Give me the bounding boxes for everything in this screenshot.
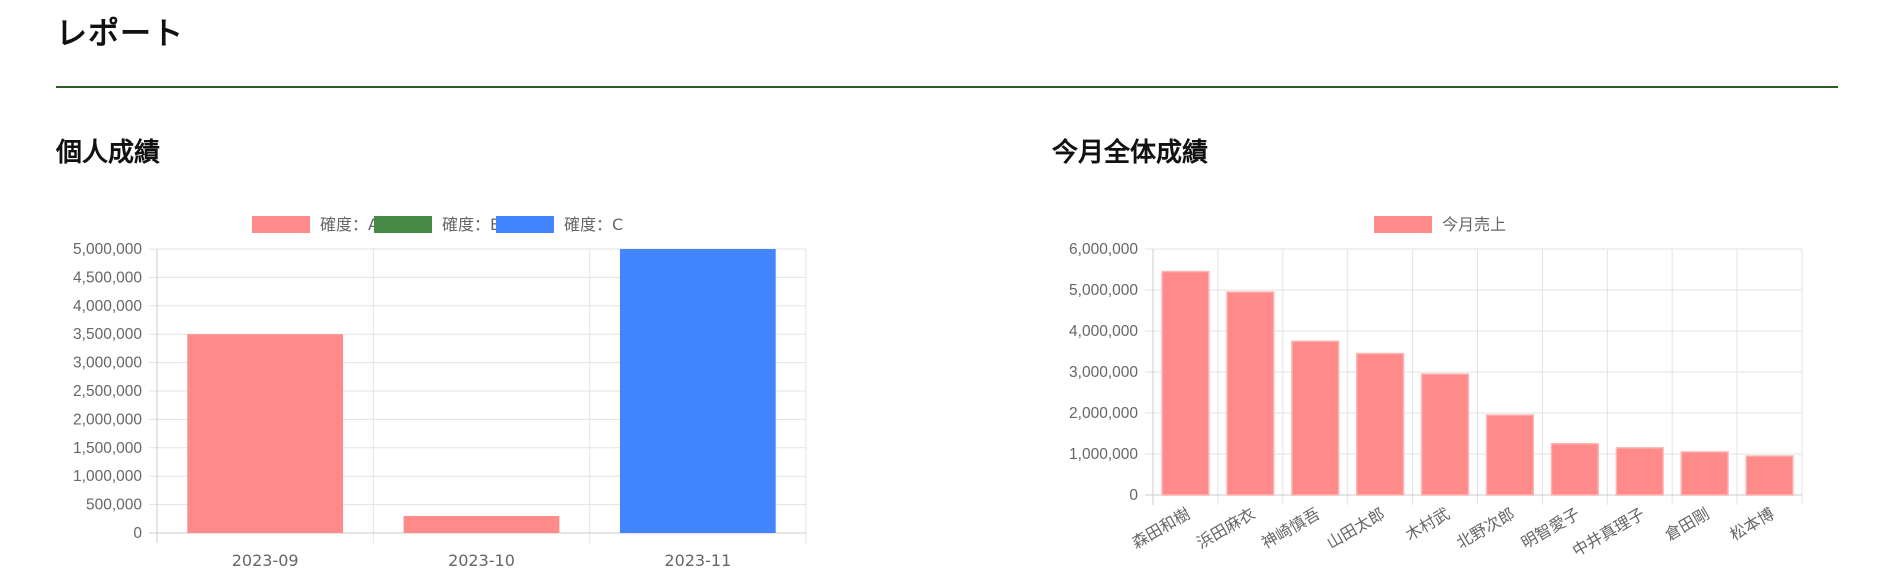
x-category-label: 木村武 (1402, 504, 1453, 544)
y-tick-label: 2,000,000 (1069, 405, 1138, 422)
y-tick-label: 4,500,000 (73, 269, 142, 286)
y-tick-label: 5,000,000 (1069, 282, 1138, 299)
x-category-label: 北野次郎 (1453, 504, 1518, 552)
x-category-label: 松本博 (1726, 504, 1777, 544)
bar (1680, 451, 1729, 496)
bar (1226, 291, 1275, 496)
y-tick-label: 4,000,000 (1069, 323, 1138, 340)
y-tick-label: 1,000,000 (73, 468, 142, 485)
x-category-label: 2023-09 (232, 551, 299, 570)
legend-label: 確度：A (320, 215, 379, 234)
x-category-label: 神崎慎吾 (1258, 504, 1323, 552)
legend-label: 今月売上 (1442, 215, 1506, 234)
y-tick-label: 0 (1129, 487, 1138, 504)
y-tick-label: 3,000,000 (73, 355, 142, 372)
legend-swatch (1374, 216, 1432, 233)
bar (403, 515, 560, 533)
legend-label: 確度：C (564, 215, 623, 234)
bar (187, 334, 344, 533)
bar (1161, 270, 1210, 496)
y-tick-label: 4,000,000 (73, 298, 142, 315)
bar (1550, 443, 1599, 496)
bar (1615, 447, 1664, 496)
x-category-label: 浜田麻衣 (1193, 504, 1258, 552)
x-category-label: 倉田剛 (1662, 504, 1713, 544)
bar (619, 249, 776, 533)
y-tick-label: 5,000,000 (73, 241, 142, 258)
y-tick-label: 0 (133, 525, 142, 542)
legend-swatch (374, 216, 432, 233)
y-tick-label: 2,000,000 (73, 411, 142, 428)
y-tick-label: 1,000,000 (1069, 446, 1138, 463)
personal-performance-chart: 0 500,000 1,000,000 1,500,000 2,000,000 2,500… (73, 215, 807, 570)
monthly-overall-chart: 0 1,000,000 2,000,000 3,000,000 4,000,000 5,0… (1069, 215, 1803, 560)
bar (1745, 455, 1794, 496)
legend-swatch (252, 216, 310, 233)
x-category-label: 山田太郎 (1323, 504, 1388, 552)
y-tick-label: 6,000,000 (1069, 241, 1138, 258)
x-category-label: 森田和樹 (1129, 504, 1194, 552)
y-tick-label: 3,000,000 (1069, 364, 1138, 381)
bar (1485, 414, 1535, 496)
y-tick-label: 500,000 (86, 497, 142, 514)
x-category-label: 中井真理子 (1569, 504, 1648, 560)
y-tick-label: 2,500,000 (73, 383, 142, 400)
x-category-label: 2023-10 (448, 551, 515, 570)
section-title-overall: 今月全体成績 (1052, 138, 1209, 168)
legend-label: 確度：B (442, 215, 501, 234)
bar (1356, 352, 1405, 496)
legend-swatch (496, 216, 554, 233)
bar (1420, 373, 1470, 496)
y-tick-label: 1,500,000 (73, 440, 142, 457)
bar (1291, 340, 1340, 496)
title-divider (56, 86, 1838, 88)
y-tick-label: 3,500,000 (73, 326, 142, 343)
page-title: レポート (56, 16, 184, 52)
section-title-personal: 個人成績 (56, 138, 161, 168)
x-category-label: 2023-11 (664, 551, 731, 570)
